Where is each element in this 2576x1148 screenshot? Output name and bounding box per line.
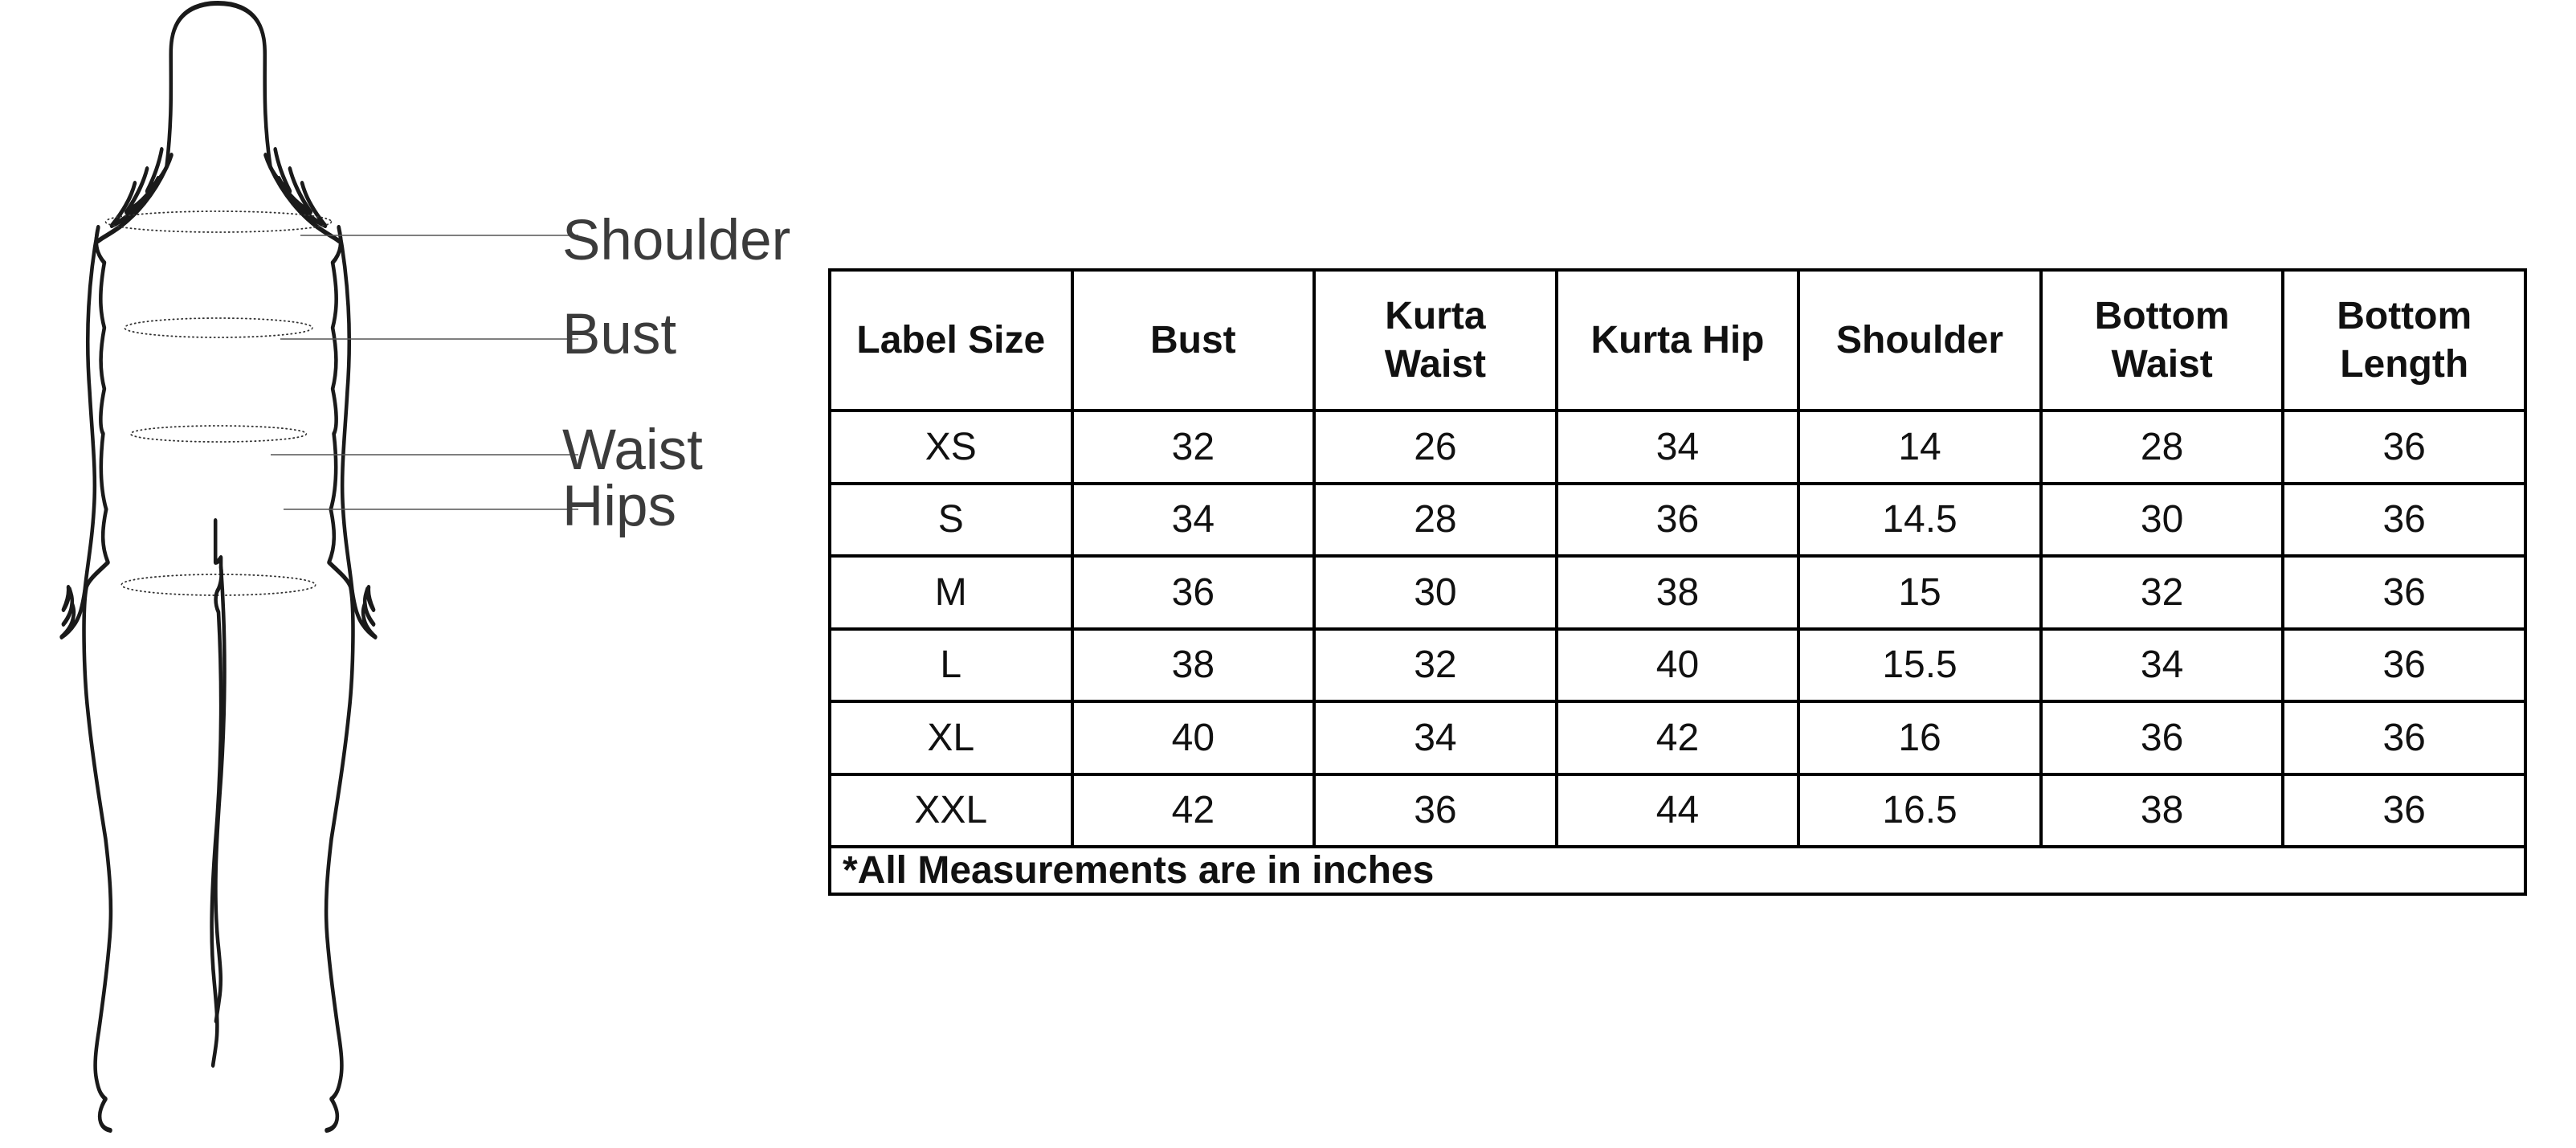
svg-text:Waist: Waist [562,419,703,482]
svg-text:Bust: Bust [562,303,676,366]
svg-text:Shoulder: Shoulder [562,209,790,272]
svg-text:Hips: Hips [562,475,676,538]
